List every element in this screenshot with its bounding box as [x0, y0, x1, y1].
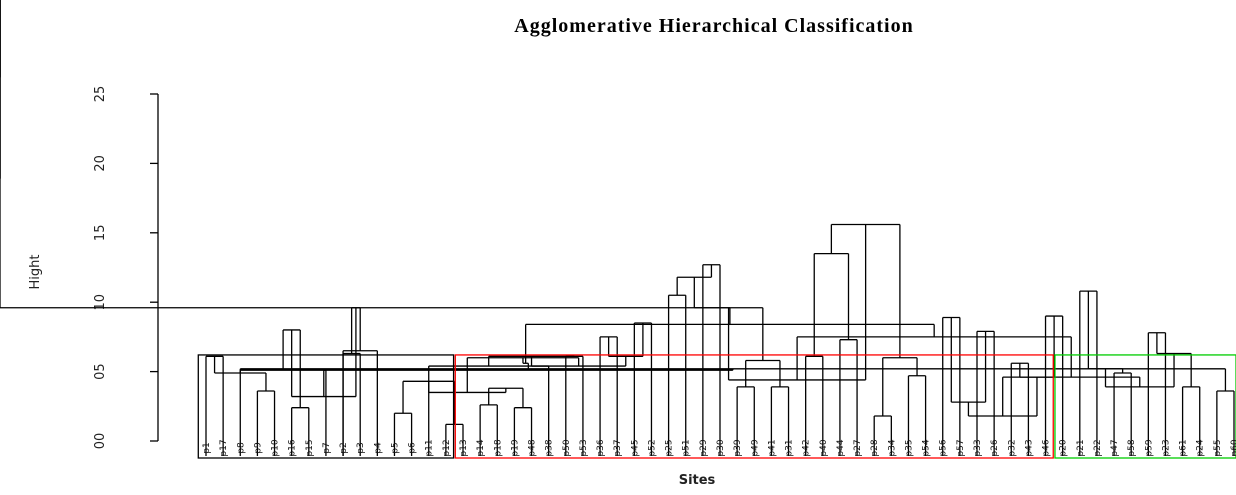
y-tick-label: 15	[93, 225, 108, 242]
leaf-labels: p1 p17 p8 p9 p10 p16 p15 p7 p2 p3 p4 p5 p6 p11 p12 p13 p…	[202, 439, 1236, 456]
leaf-label: p29	[699, 439, 709, 456]
leaf-label: p45	[630, 439, 640, 456]
leaf-label: p10	[271, 439, 281, 456]
leaf-label: p51	[682, 439, 692, 456]
leaf-label: p36	[596, 439, 606, 456]
leaf-label: p54	[922, 439, 932, 456]
leaf-label: p30	[716, 439, 726, 456]
leaf-label: p46	[1042, 439, 1052, 456]
leaf-label: p28	[870, 439, 880, 456]
leaf-label: p59	[1144, 439, 1154, 456]
leaf-label: p19	[510, 439, 520, 456]
leaf-label: p15	[305, 439, 315, 456]
leaf-label: p4	[373, 442, 383, 454]
cluster-box	[1054, 354, 1236, 459]
leaf-label: p6	[408, 442, 418, 454]
leaf-label: p49	[750, 439, 760, 456]
x-axis-label: Sites	[679, 473, 716, 488]
leaf-label: p40	[819, 439, 829, 456]
leaf-label: p38	[545, 439, 555, 456]
y-axis: 00 05 10 15 20 25	[93, 86, 159, 450]
leaf-label: p26	[990, 439, 1000, 456]
leaf-label: p27	[853, 439, 863, 456]
leaf-label: p50	[562, 439, 572, 456]
y-tick-label: 00	[93, 433, 108, 450]
leaf-label: p11	[425, 439, 435, 456]
leaf-label: p55	[1213, 439, 1223, 456]
leaf-label: p44	[836, 439, 846, 456]
leaf-label: p43	[1024, 439, 1034, 456]
leaf-label: p57	[956, 439, 966, 456]
chart-title: Agglomerative Hierarchical Classificatio…	[514, 15, 913, 37]
leaf-label: p17	[219, 439, 229, 456]
y-tick-label: 20	[93, 155, 108, 172]
leaf-label: p9	[253, 442, 263, 454]
y-tick-label: 10	[93, 294, 108, 311]
leaf-label: p16	[288, 439, 298, 456]
y-axis-label: Hight	[28, 255, 43, 290]
leaf-label: p42	[802, 439, 812, 456]
leaf-label: p58	[1127, 439, 1137, 456]
leaf-label: p37	[613, 439, 623, 456]
leaf-label: p25	[665, 439, 675, 456]
leaf-label: p31	[785, 439, 795, 456]
y-tick-label: 25	[93, 86, 108, 103]
leaf-label: p41	[767, 439, 777, 456]
leaf-label: p39	[733, 439, 743, 456]
leaf-label: p18	[493, 439, 503, 456]
leaf-label: p20	[1059, 439, 1069, 456]
leaf-label: p35	[904, 439, 914, 456]
leaf-label: p52	[647, 439, 657, 456]
dendrogram-tree	[0, 0, 1235, 456]
leaf-label: p24	[1196, 439, 1206, 456]
leaf-label: p32	[1007, 439, 1017, 456]
leaf-label: p23	[1161, 439, 1171, 456]
leaf-label: p61	[1179, 439, 1189, 456]
leaf-label: p53	[579, 439, 589, 456]
leaf-label: p1	[202, 442, 212, 453]
cluster-box	[454, 354, 1054, 459]
leaf-label: p8	[236, 442, 246, 454]
leaf-label: p7	[322, 442, 332, 453]
leaf-label: p3	[356, 442, 366, 453]
leaf-label: p34	[887, 439, 897, 456]
cluster-box	[197, 354, 455, 459]
cluster-boxes	[197, 354, 1236, 459]
leaf-label: p33	[973, 439, 983, 456]
leaf-label: p60	[1230, 439, 1236, 456]
leaf-label: p48	[528, 439, 538, 456]
leaf-label: p14	[476, 439, 486, 456]
leaf-label: p47	[1110, 439, 1120, 456]
y-tick-label: 05	[93, 363, 108, 380]
leaf-label: p13	[459, 439, 469, 456]
leaf-label: p21	[1076, 439, 1086, 456]
leaf-label: p22	[1093, 439, 1103, 456]
leaf-label: p5	[390, 442, 400, 453]
leaf-label: p2	[339, 442, 349, 453]
leaf-label: p12	[442, 439, 452, 456]
leaf-label: p56	[939, 439, 949, 456]
